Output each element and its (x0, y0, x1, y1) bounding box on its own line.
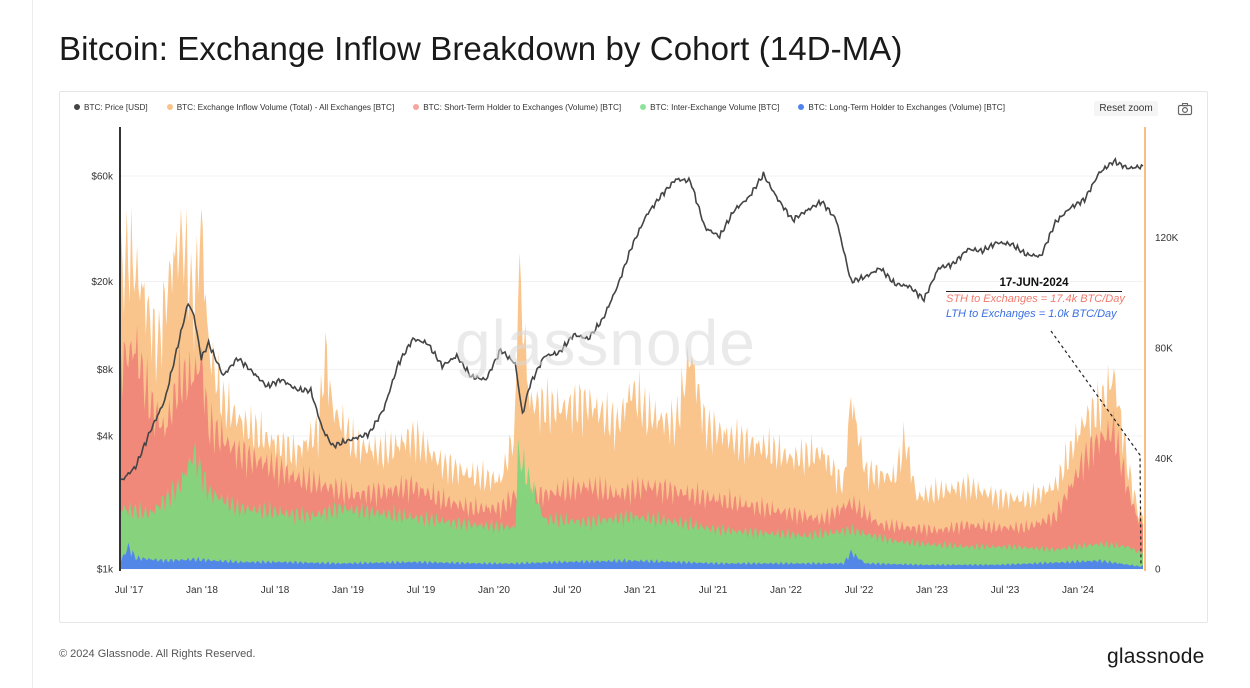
chart-legend: BTC: Price [USD] BTC: Exchange Inflow Vo… (74, 100, 1024, 114)
legend-dot-icon (798, 104, 805, 110)
x-tick-label: Jan '20 (478, 585, 510, 596)
y-left-tick-label: $60k (91, 172, 114, 183)
x-tick-label: Jan '22 (770, 585, 802, 596)
annotation-lth: LTH to Exchanges = 1.0k BTC/Day (946, 308, 1117, 320)
annotation-pointer (1050, 330, 1142, 566)
legend-label: BTC: Inter-Exchange Volume [BTC] (650, 102, 780, 112)
annotation-date: 17-JUN-2024 (999, 277, 1069, 289)
x-tick-label: Jul '19 (407, 585, 436, 596)
legend-label: BTC: Price [USD] (84, 102, 148, 112)
x-tick-label: Jul '22 (845, 585, 874, 596)
y-right-tick-label: 0 (1155, 565, 1161, 576)
x-tick-label: Jan '18 (186, 585, 218, 596)
x-tick-label: Jan '23 (916, 585, 948, 596)
page-title: Bitcoin: Exchange Inflow Breakdown by Co… (59, 30, 903, 67)
legend-dot-icon (166, 104, 173, 110)
page-left-rule (32, 0, 33, 688)
x-tick-label: Jul '21 (699, 585, 728, 596)
x-tick-label: Jan '21 (624, 585, 656, 596)
y-left-tick-label: $20k (91, 277, 114, 288)
y-left-tick-label: $4k (97, 431, 114, 442)
y-right-tick-label: 40K (1155, 454, 1173, 465)
legend-label: BTC: Exchange Inflow Volume (Total) - Al… (176, 102, 395, 112)
annotation-rule (946, 291, 1122, 292)
glassnode-watermark: glassnode (455, 307, 756, 379)
legend-item-lth[interactable]: BTC: Long-Term Holder to Exchanges (Volu… (798, 100, 1005, 114)
x-tick-label: Jul '23 (991, 585, 1020, 596)
legend-item-inter[interactable]: BTC: Inter-Exchange Volume [BTC] (640, 100, 779, 114)
reset-zoom-button[interactable]: Reset zoom (1094, 101, 1158, 116)
inter-exchange-area (121, 438, 1143, 569)
x-tick-label: Jan '24 (1062, 585, 1094, 596)
copyright-text: © 2024 Glassnode. All Rights Reserved. (59, 648, 256, 660)
x-tick-label: Jul '17 (115, 585, 144, 596)
price-line (120, 157, 1144, 481)
legend-item-sth[interactable]: BTC: Short-Term Holder to Exchanges (Vol… (413, 100, 621, 114)
legend-dot-icon (640, 104, 647, 110)
x-tick-label: Jul '20 (553, 585, 582, 596)
lth-inflow-area (121, 542, 1143, 569)
camera-icon[interactable] (1177, 102, 1193, 116)
legend-item-total[interactable]: BTC: Exchange Inflow Volume (Total) - Al… (166, 100, 395, 114)
annotation-sth: STH to Exchanges = 17.4k BTC/Day (946, 293, 1125, 305)
total-inflow-area (121, 206, 1143, 569)
legend-dot-icon (413, 104, 420, 110)
x-tick-label: Jul '18 (261, 585, 290, 596)
y-left-tick-label: $8k (97, 365, 114, 376)
glassnode-logo[interactable]: glassnode (1107, 645, 1205, 668)
legend-item-price[interactable]: BTC: Price [USD] (74, 100, 148, 114)
legend-label: BTC: Long-Term Holder to Exchanges (Volu… (808, 102, 1005, 112)
legend-dot-icon (74, 104, 80, 110)
y-right-tick-label: 80K (1155, 344, 1173, 355)
x-tick-label: Jan '19 (332, 585, 364, 596)
legend-label: BTC: Short-Term Holder to Exchanges (Vol… (423, 102, 622, 112)
y-left-tick-label: $1k (97, 565, 114, 576)
y-right-tick-label: 120K (1155, 233, 1179, 244)
